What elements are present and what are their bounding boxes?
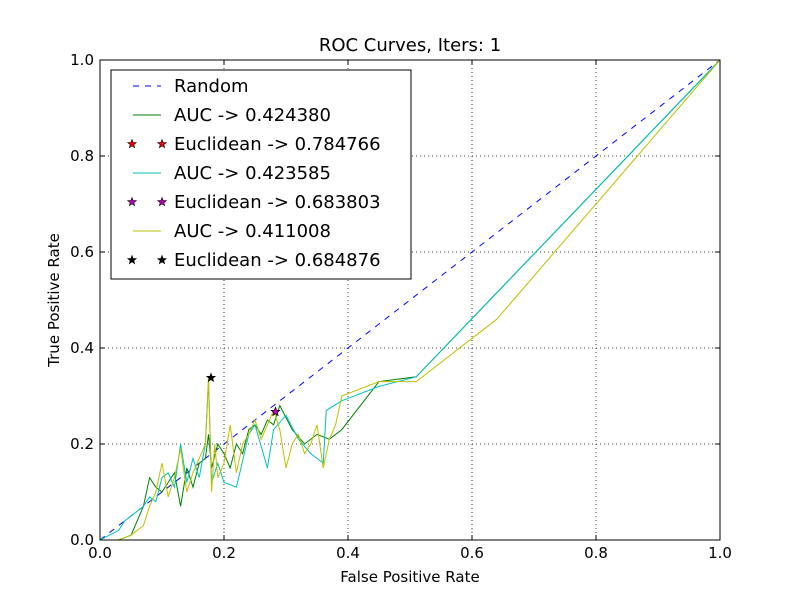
legend-entry: AUC -> 0.411008 (133, 221, 331, 242)
legend-entry: AUC -> 0.423585 (133, 163, 331, 184)
x-tick-label: 0.6 (460, 544, 484, 562)
legend-label: AUC -> 0.423585 (174, 163, 331, 184)
legend-label: Euclidean -> 0.683803 (174, 192, 381, 213)
plot-area (99, 59, 721, 541)
y-tick-label: 0.8 (70, 147, 94, 165)
x-tick-label: 0.2 (212, 544, 236, 562)
series-line (100, 59, 721, 541)
y-tick-label: 0.0 (70, 531, 94, 549)
legend-label: AUC -> 0.411008 (174, 221, 331, 242)
y-tick-label: 0.4 (70, 339, 94, 357)
legend-label: Euclidean -> 0.784766 (174, 134, 381, 155)
series-line (100, 59, 721, 541)
legend-entry: Euclidean -> 0.684876 (126, 250, 381, 271)
legend-marker-swatch (126, 196, 138, 207)
legend-label: Random (174, 76, 249, 97)
legend-marker-swatch (156, 254, 168, 265)
y-tick-label: 1.0 (70, 51, 94, 69)
legend-entry: Euclidean -> 0.683803 (126, 192, 381, 213)
euclidean-star-marker (270, 406, 281, 417)
legend-marker-swatch (156, 196, 168, 207)
x-tick-label: 1.0 (708, 544, 732, 562)
x-axis-label: False Positive Rate (340, 568, 479, 586)
euclidean-star-marker (205, 372, 217, 383)
legend-marker-swatch (126, 254, 138, 265)
legend-entry: Random (133, 76, 249, 97)
x-tick-label: 0.0 (88, 544, 112, 562)
legend-label: AUC -> 0.424380 (174, 105, 331, 126)
y-tick-label: 0.2 (70, 435, 94, 453)
legend-entry: AUC -> 0.424380 (133, 105, 331, 126)
axis-ticks: 0.0 0.2 0.4 0.6 0.8 1.0 0.0 0.2 0.4 0.6 0.8 1.0 (70, 51, 732, 562)
legend-entry: Euclidean -> 0.784766 (126, 134, 381, 155)
y-tick-label: 0.6 (70, 243, 94, 261)
legend: Random AUC -> 0.424380 Euclidean -> 0.7847… (110, 69, 412, 280)
plot-frame (99, 59, 721, 541)
legend-marker-swatch (156, 138, 168, 149)
chart-title: ROC Curves, Iters: 1 (319, 35, 501, 56)
legend-marker-swatch (126, 138, 138, 149)
x-tick-label: 0.4 (336, 544, 360, 562)
legend-label: Euclidean -> 0.684876 (174, 250, 381, 271)
x-tick-label: 0.8 (584, 544, 608, 562)
legend-box (110, 69, 412, 280)
series-line (99, 59, 721, 541)
y-axis-label: True Positive Rate (45, 233, 63, 368)
